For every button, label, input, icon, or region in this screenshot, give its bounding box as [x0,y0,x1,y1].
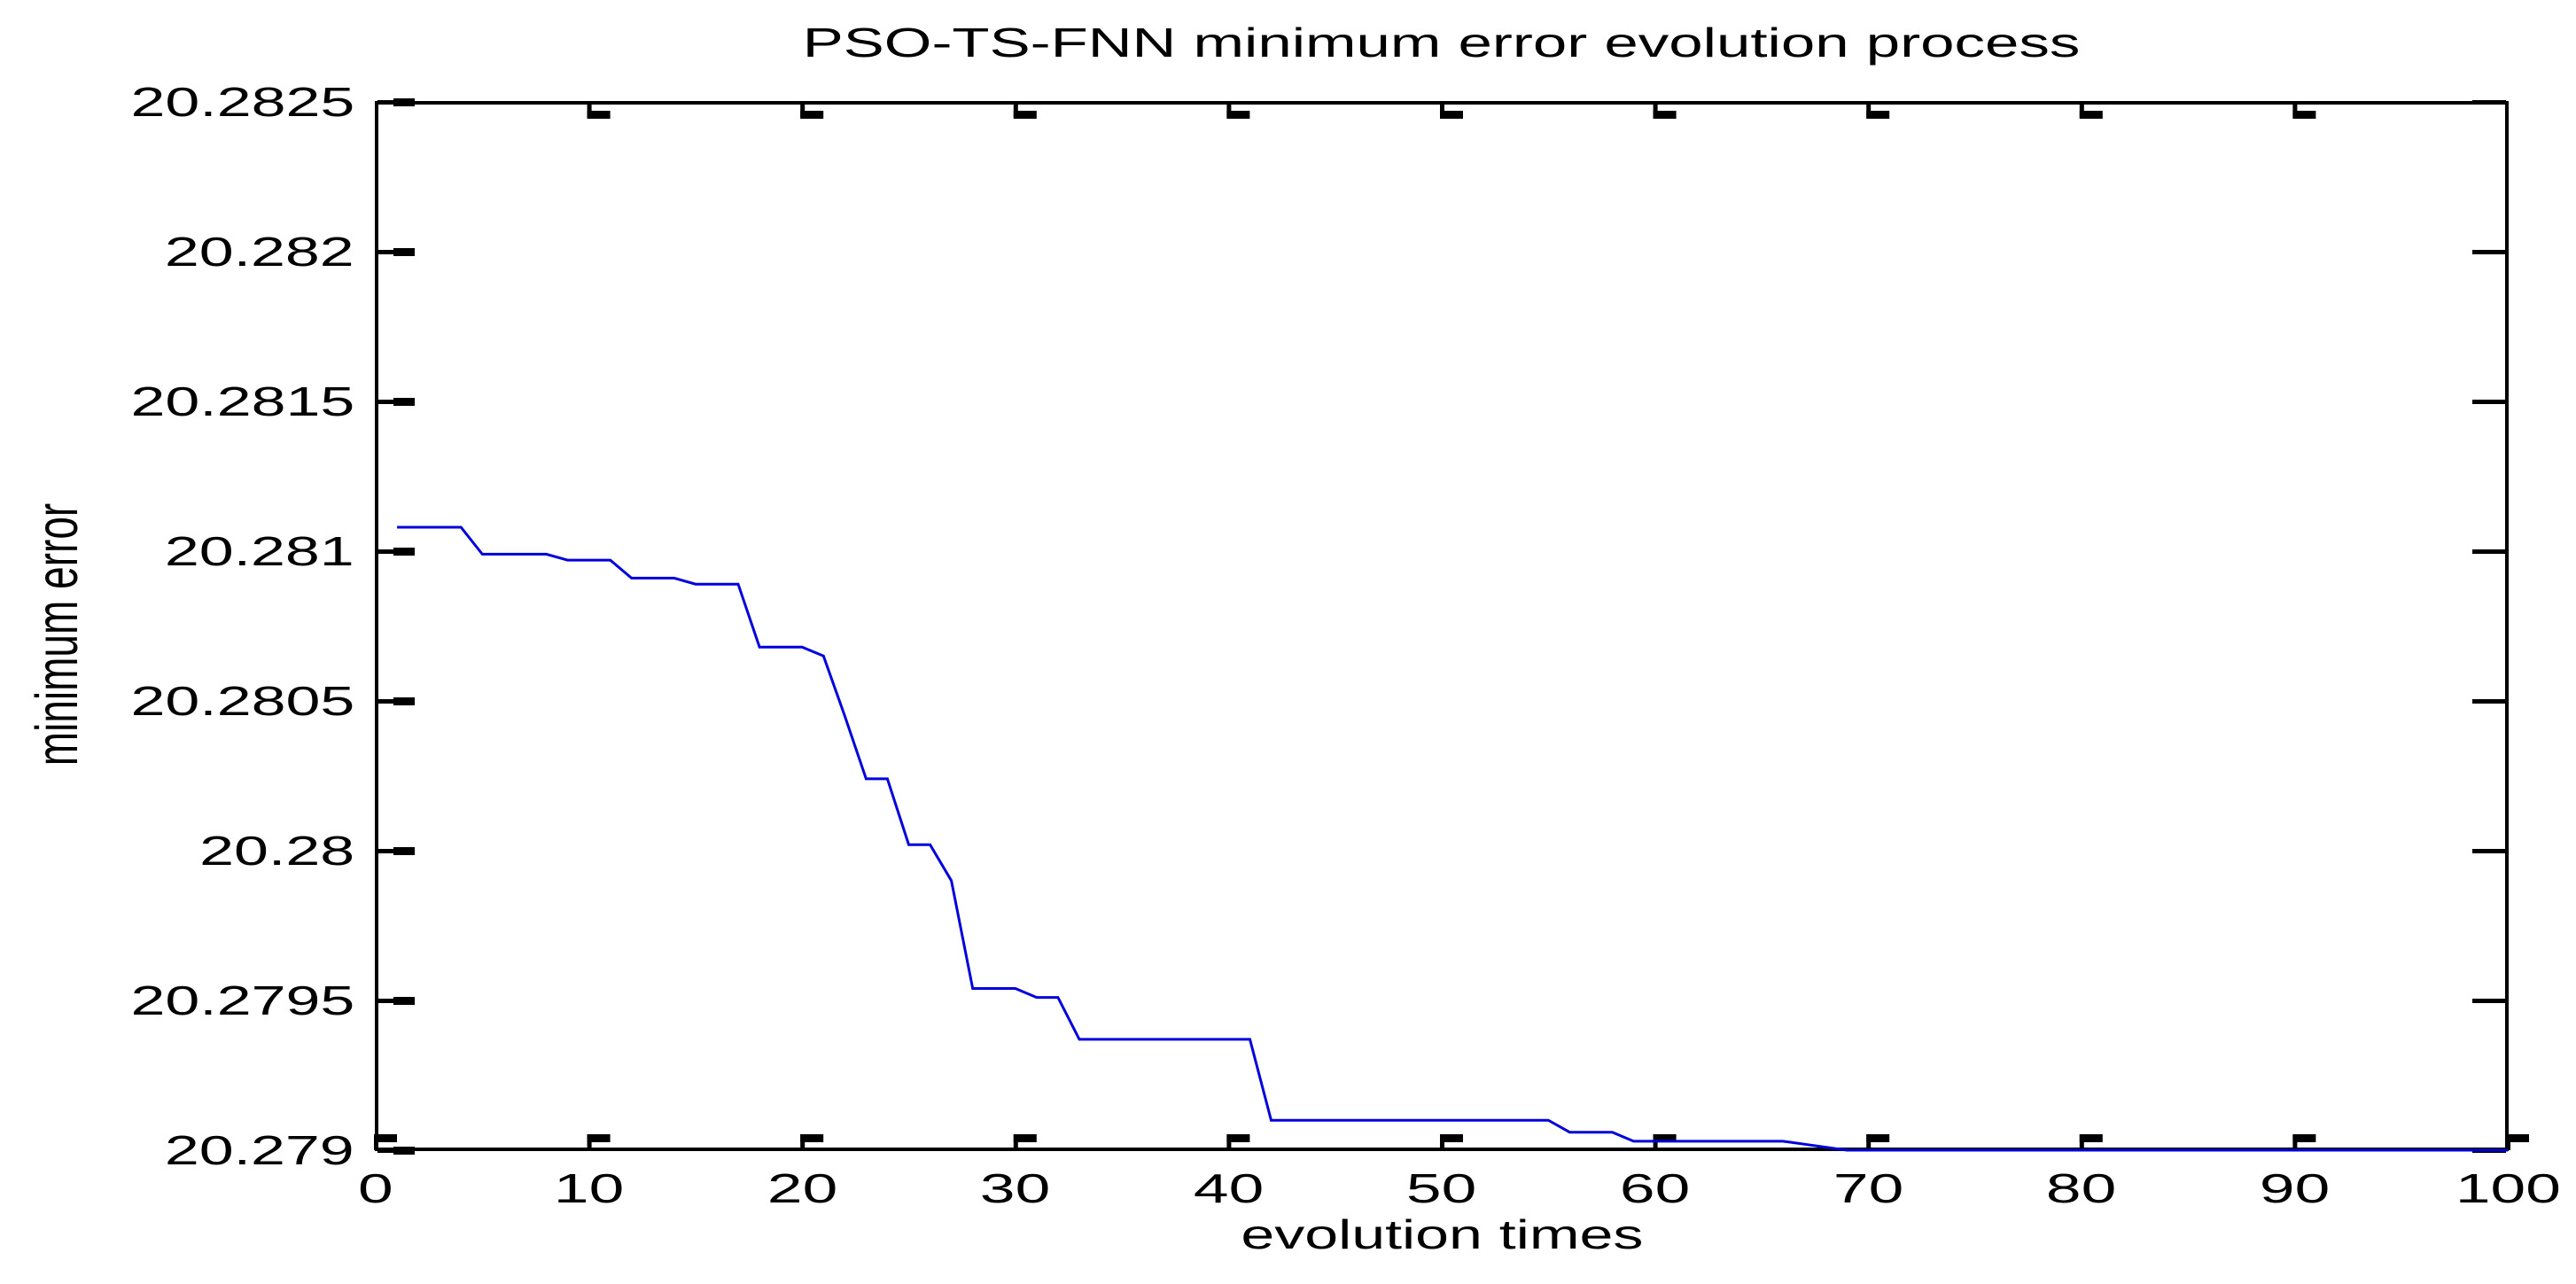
y-tick-label: 20.2815 [0,381,354,422]
min-error-line [397,525,2508,1152]
x-tick-bottom-flag [2506,1134,2529,1142]
x-tick-bottom-flag [1226,1134,1250,1142]
x-tick-label-text: 0 [358,1165,393,1211]
x-tick-label: 10 [474,1168,704,1209]
y-tick-label: 20.28 [0,830,354,871]
x-tick-top-flag [800,111,824,119]
x-tick-bottom-flag [2079,1134,2103,1142]
x-tick-top [1226,102,1232,118]
x-tick-label: 70 [1753,1168,1983,1209]
y-tick-left-blob [393,398,415,406]
x-axis-label: evolution times [376,1212,2508,1257]
y-tick-left-blob [393,1147,415,1155]
x-tick-bottom-flag [587,1134,611,1142]
x-tick-top-flag [2292,111,2316,119]
chart-title: PSO-TS-FNN minimum error evolution proce… [376,19,2508,66]
y-tick-right [2472,849,2506,853]
x-tick-label: 80 [1966,1168,2197,1209]
x-tick-label-text: 20 [767,1165,837,1211]
x-tick-top-flag [1440,111,1463,119]
y-tick-left-blob [393,248,415,256]
chart-title-text: PSO-TS-FNN minimum error evolution proce… [803,19,2081,66]
x-tick-top [2292,102,2298,118]
x-tick-label: 60 [1540,1168,1771,1209]
plot-border [375,101,2509,1151]
x-tick-bottom-flag [374,1134,397,1142]
y-tick-label: 20.282 [0,231,354,272]
x-tick-label-text: 70 [1833,1165,1903,1211]
x-tick-label: 0 [261,1168,491,1209]
x-tick-label-text: 40 [1193,1165,1265,1211]
y-tick-left-blob [393,548,415,556]
y-tick-label: 20.2795 [0,980,354,1021]
x-tick-label: 100 [2393,1168,2576,1209]
x-tick-bottom-flag [1013,1134,1037,1142]
y-tick-label: 20.2825 [0,82,354,122]
x-tick-label: 50 [1327,1168,1557,1209]
x-tick-label: 90 [2179,1168,2409,1209]
y-tick-label-text: 20.282 [165,229,354,275]
x-tick-label-text: 60 [1619,1165,1691,1211]
y-tick-label-text: 20.2795 [130,977,354,1023]
y-tick-left-blob [393,847,415,855]
y-tick-right [2472,100,2506,105]
y-tick-right [2472,999,2506,1003]
y-tick-label-text: 20.2825 [130,79,354,125]
x-tick-top [1013,102,1018,118]
y-tick-label-text: 20.279 [165,1127,354,1173]
x-tick-label-text: 50 [1406,1165,1477,1211]
y-tick-label: 20.281 [0,531,354,572]
y-tick-label-text: 20.2815 [130,378,354,424]
x-tick-top-flag [1013,111,1037,119]
y-tick-left-blob [393,997,415,1005]
x-tick-label-text: 30 [980,1165,1051,1211]
y-tick-left-blob [393,98,415,106]
x-tick-label: 30 [900,1168,1131,1209]
y-tick-label-text: 20.281 [165,528,354,574]
y-tick-right [2472,699,2506,704]
x-tick-label-text: 90 [2259,1165,2331,1211]
y-tick-right [2472,400,2506,404]
x-tick-label: 40 [1113,1168,1343,1209]
y-tick-label: 20.279 [0,1130,354,1171]
x-axis-label-text: evolution times [1240,1211,1644,1257]
x-tick-top [800,102,805,118]
x-tick-label-text: 100 [2455,1165,2561,1211]
x-tick-top-flag [587,111,611,119]
x-tick-top [587,102,592,118]
x-tick-top [1440,102,1444,118]
x-tick-bottom-flag [800,1134,824,1142]
x-tick-label-text: 80 [2046,1165,2117,1211]
y-tick-left-blob [393,697,415,705]
x-tick-bottom-flag [1653,1134,1677,1142]
x-tick-label: 20 [687,1168,917,1209]
x-tick-bottom-flag [2292,1134,2316,1142]
x-tick-bottom-flag [1440,1134,1463,1142]
x-tick-bottom-flag [1866,1134,1890,1142]
y-tick-label-text: 20.2805 [130,678,354,724]
x-tick-top-flag [1653,111,1677,119]
x-tick-label-text: 10 [553,1165,625,1211]
y-tick-right [2472,250,2506,254]
x-tick-top-flag [1866,111,1890,119]
x-tick-top-flag [1226,111,1250,119]
y-tick-label: 20.2805 [0,681,354,721]
y-tick-label-text: 20.28 [199,828,354,874]
x-tick-top-flag [2079,111,2103,119]
x-tick-top [1653,102,1658,118]
y-tick-right [2472,549,2506,554]
x-tick-top [1866,102,1872,118]
x-tick-top [2079,102,2084,118]
